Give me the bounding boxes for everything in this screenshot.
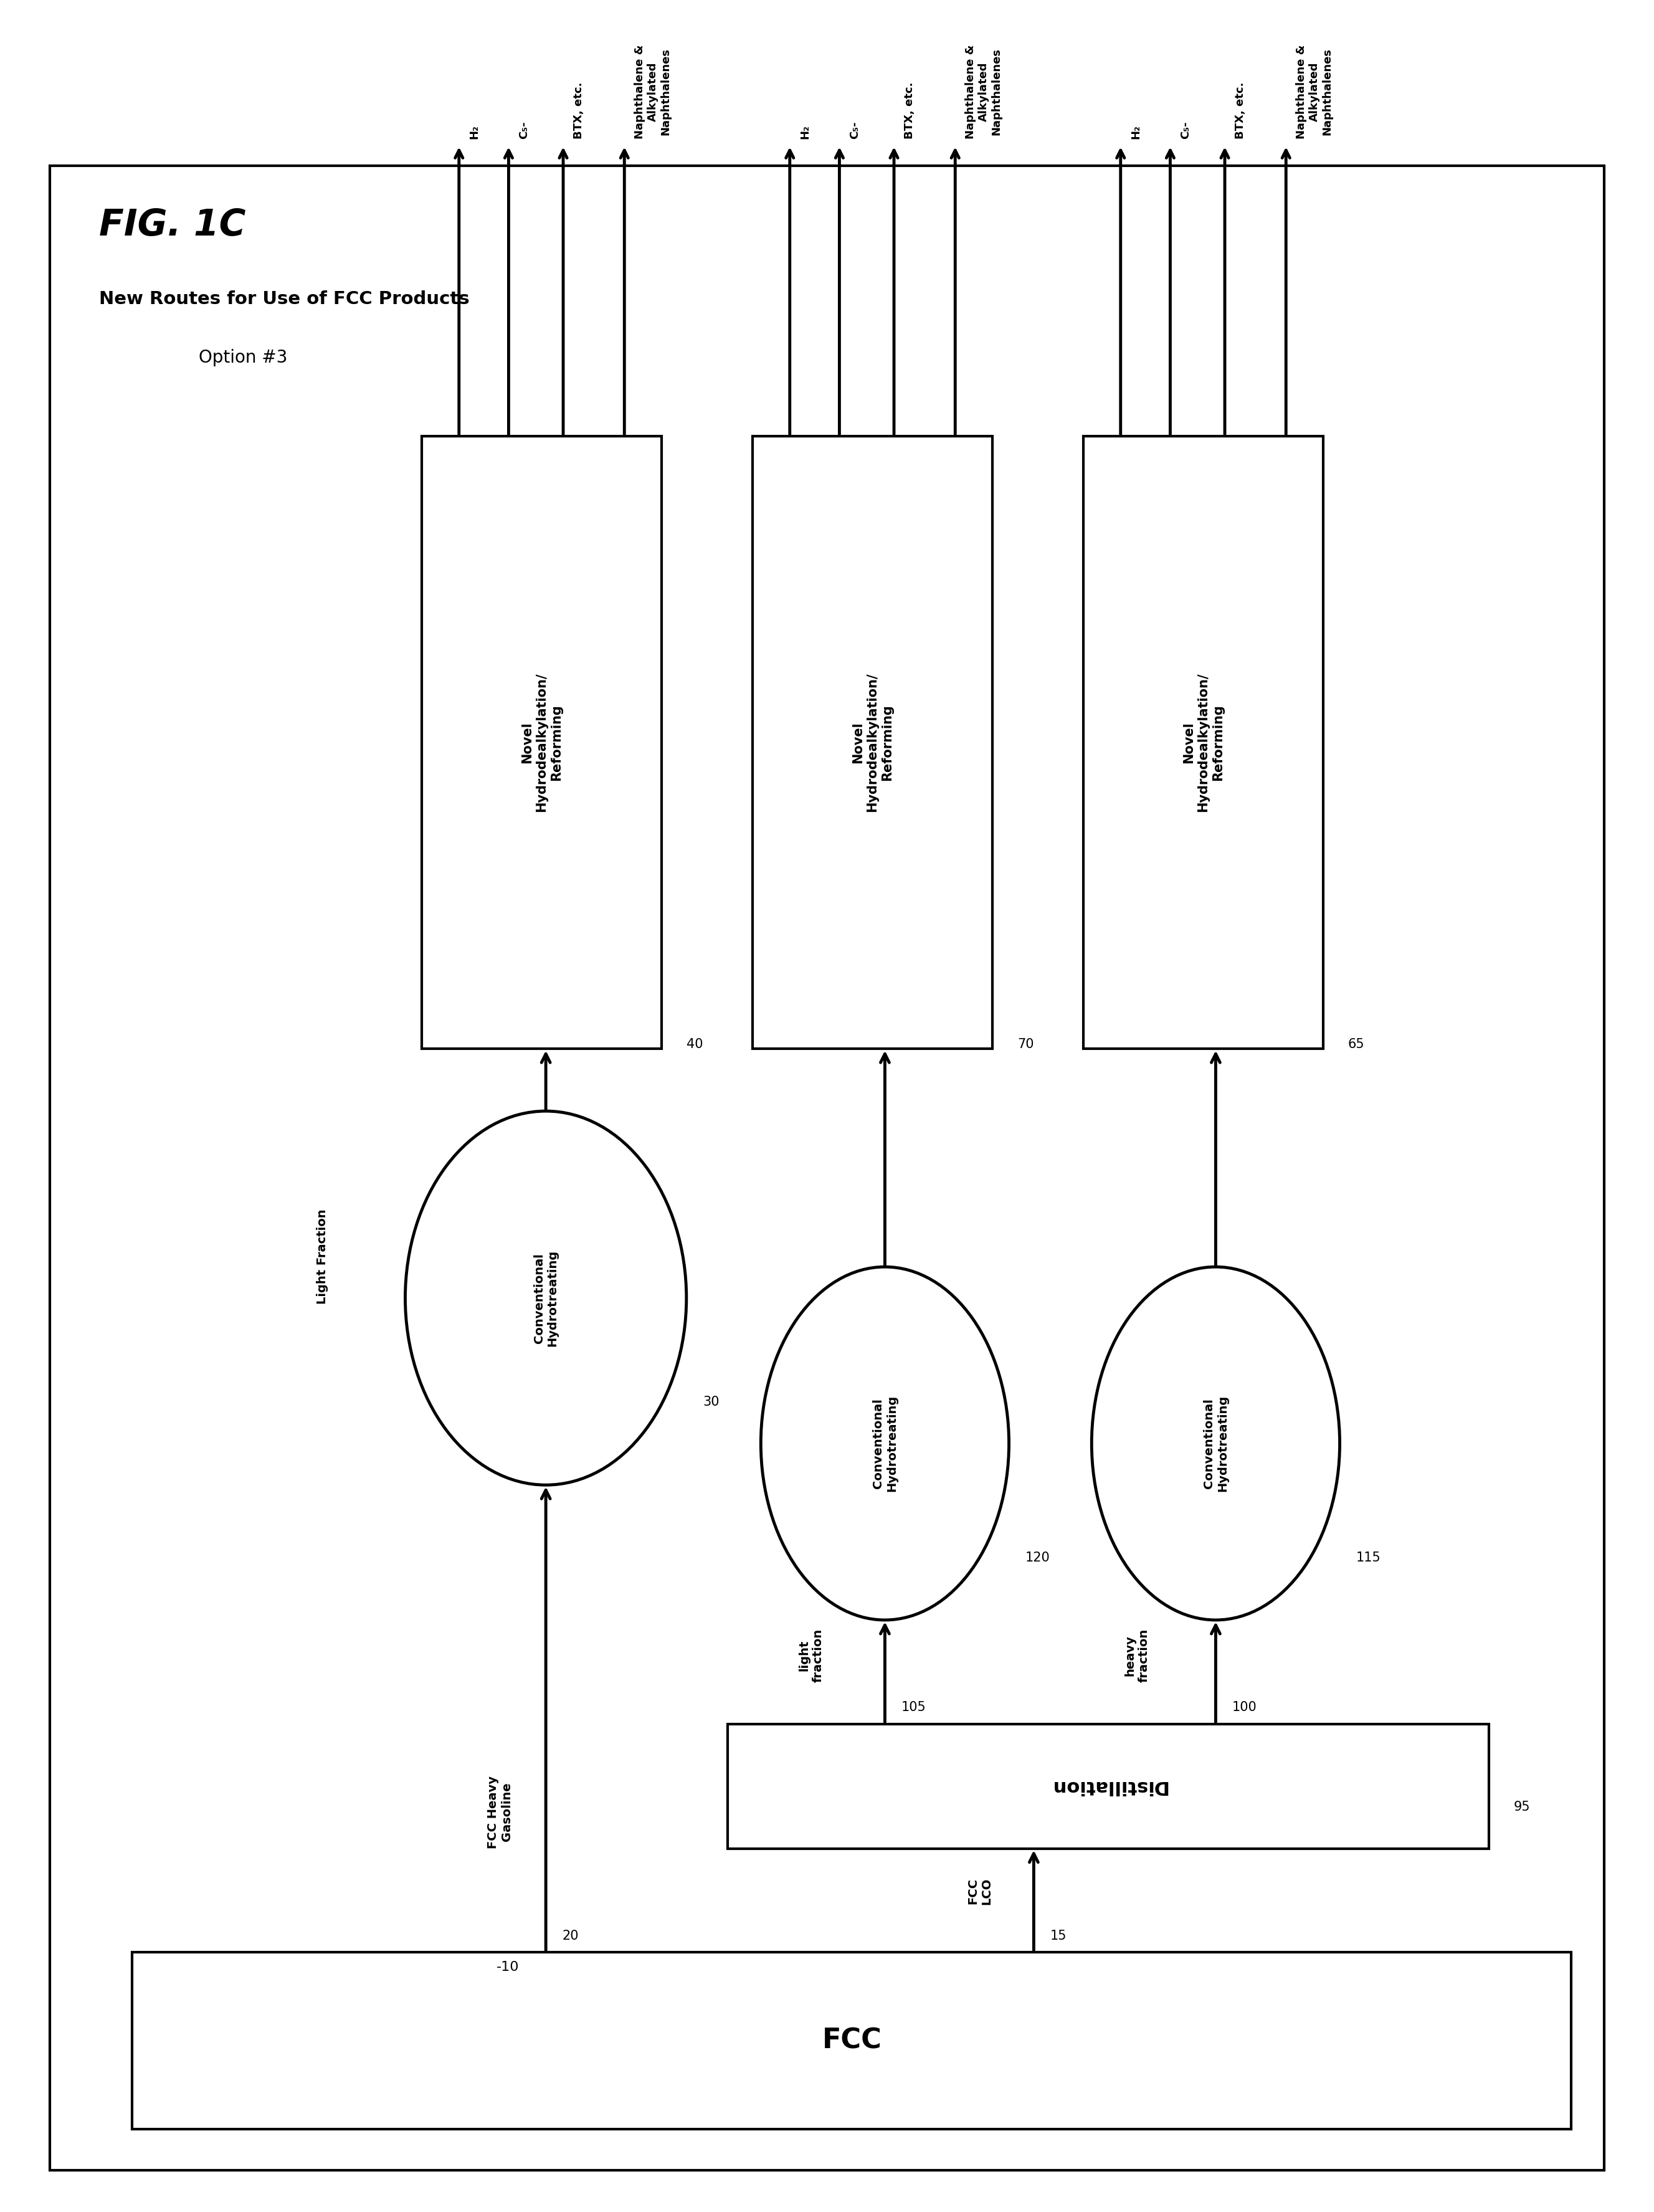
Text: C₅-: C₅- — [519, 122, 529, 139]
Text: Novel
Hydrodealkylation/
Reforming: Novel Hydrodealkylation/ Reforming — [852, 672, 893, 812]
Text: Conventional
Hydrotreating: Conventional Hydrotreating — [1202, 1396, 1229, 1491]
Bar — [728, 1723, 1489, 1849]
Bar — [132, 1953, 1571, 2128]
Text: Light Fraction: Light Fraction — [316, 1210, 329, 1305]
Text: light
fraction: light fraction — [799, 1628, 824, 1683]
Ellipse shape — [761, 1267, 1009, 1619]
Text: Distillation: Distillation — [1050, 1776, 1166, 1796]
Text: 115: 115 — [1356, 1551, 1381, 1564]
Text: 20: 20 — [562, 1929, 579, 1942]
Text: 70: 70 — [1017, 1037, 1034, 1051]
Text: H₂: H₂ — [1131, 124, 1141, 139]
Text: Novel
Hydrodealkylation/
Reforming: Novel Hydrodealkylation/ Reforming — [521, 672, 562, 812]
Text: New Routes for Use of FCC Products: New Routes for Use of FCC Products — [99, 290, 470, 307]
Text: 105: 105 — [901, 1701, 926, 1714]
Text: C₅-: C₅- — [1181, 122, 1191, 139]
Text: Naphthalene &
Alkylated
Naphthalenes: Naphthalene & Alkylated Naphthalenes — [1297, 44, 1333, 139]
Text: BTX, etc.: BTX, etc. — [574, 82, 584, 139]
Text: H₂: H₂ — [470, 124, 480, 139]
Text: 95: 95 — [1513, 1801, 1530, 1814]
Text: BTX, etc.: BTX, etc. — [903, 82, 915, 139]
Text: Conventional
Hydrotreating: Conventional Hydrotreating — [533, 1250, 559, 1347]
Text: FIG. 1C: FIG. 1C — [99, 208, 246, 243]
Text: C₅-: C₅- — [850, 122, 860, 139]
Bar — [1083, 436, 1323, 1048]
Bar — [422, 436, 662, 1048]
Text: BTX, etc.: BTX, etc. — [1234, 82, 1245, 139]
Text: 120: 120 — [1025, 1551, 1050, 1564]
Ellipse shape — [1092, 1267, 1340, 1619]
Text: 30: 30 — [703, 1396, 719, 1409]
Ellipse shape — [405, 1110, 686, 1484]
Text: Naphthalene &
Alkylated
Naphthalenes: Naphthalene & Alkylated Naphthalenes — [966, 44, 1002, 139]
Text: H₂: H₂ — [799, 124, 810, 139]
Text: Option #3: Option #3 — [198, 349, 288, 367]
Text: FCC Heavy
Gasoline: FCC Heavy Gasoline — [488, 1776, 513, 1849]
Text: 15: 15 — [1050, 1929, 1067, 1942]
Text: Novel
Hydrodealkylation/
Reforming: Novel Hydrodealkylation/ Reforming — [1183, 672, 1224, 812]
Text: -10: -10 — [496, 1960, 519, 1973]
Text: Conventional
Hydrotreating: Conventional Hydrotreating — [872, 1396, 898, 1491]
Text: heavy
fraction: heavy fraction — [1125, 1628, 1150, 1683]
Text: 40: 40 — [686, 1037, 703, 1051]
Bar — [753, 436, 992, 1048]
Text: FCC: FCC — [822, 2026, 882, 2055]
Text: 65: 65 — [1348, 1037, 1365, 1051]
Text: Naphthalene &
Alkylated
Naphthalenes: Naphthalene & Alkylated Naphthalenes — [635, 44, 672, 139]
Text: FCC
LCO: FCC LCO — [968, 1878, 992, 1905]
Text: 100: 100 — [1232, 1701, 1257, 1714]
